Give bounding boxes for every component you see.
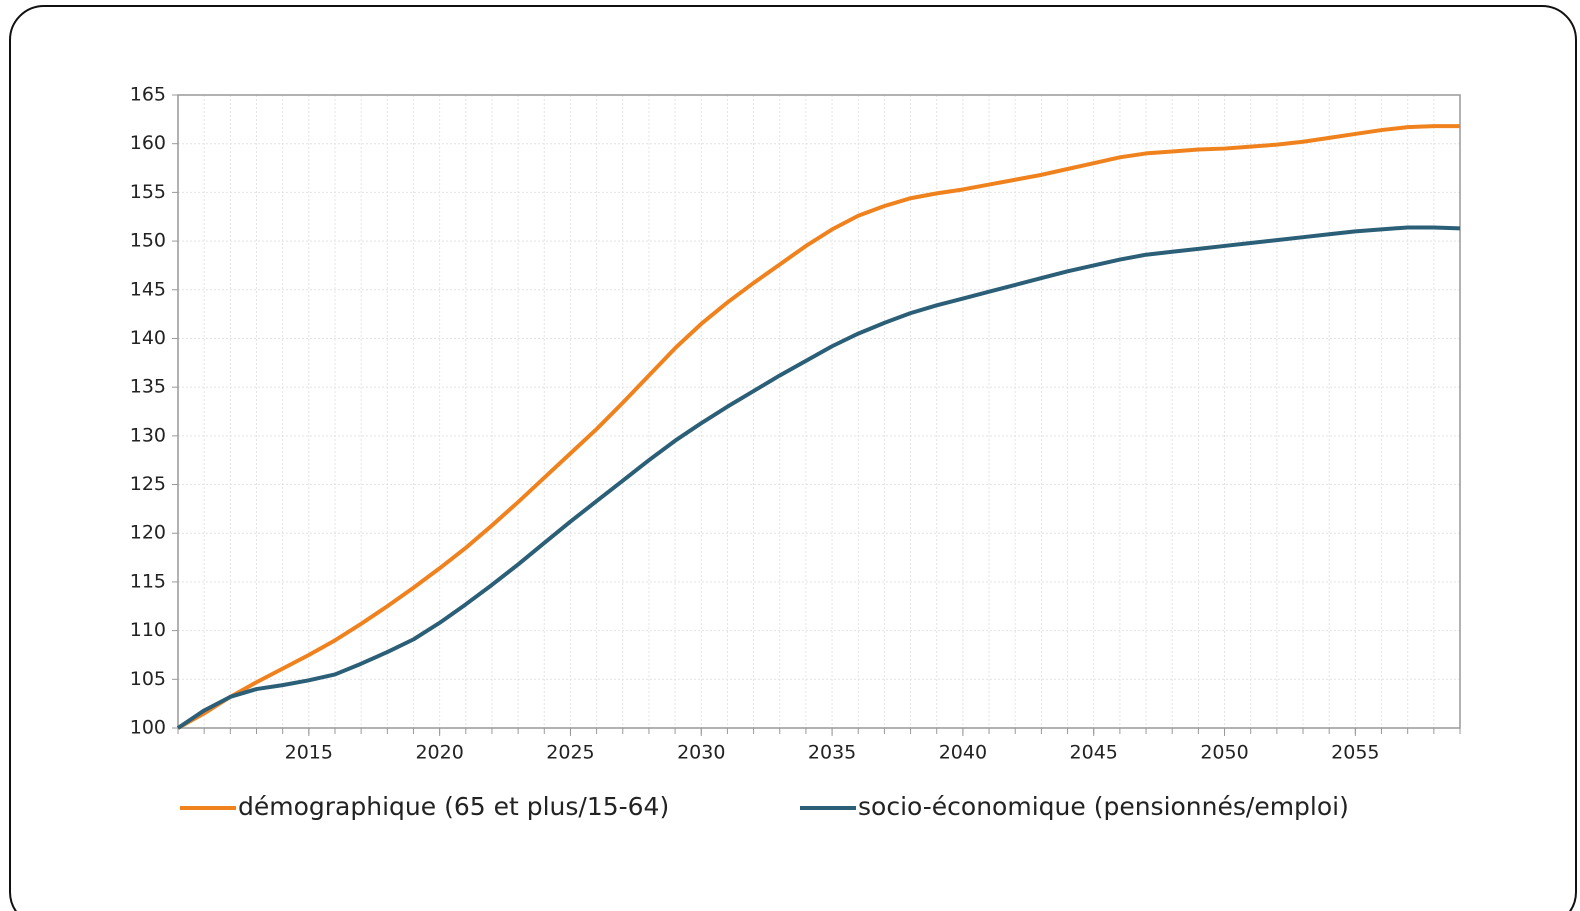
y-tick-label: 140 [130,327,166,349]
y-tick-label: 155 [130,181,166,203]
data-line [177,124,1460,730]
y-tick-label: 130 [130,424,166,446]
y-tick-label: 145 [130,278,166,300]
y-tick-label: 135 [130,376,166,398]
x-tick-label: 2040 [939,742,987,764]
y-tick-label: 150 [130,230,166,252]
x-tick-label: 2045 [1070,742,1118,764]
x-tick-label: 2055 [1331,742,1379,764]
data-line [176,225,1461,730]
plot-border [177,94,1461,729]
x-tick-label: 2030 [677,742,725,764]
y-tick-label: 120 [130,522,166,544]
y-tick-label: 165 [130,84,166,106]
legend-label: socio-économique (pensionnés/emploi) [858,792,1349,821]
y-tick-label: 105 [130,668,166,690]
frame [9,5,1577,911]
legend-label: démographique (65 et plus/15-64) [238,792,669,821]
y-tick-label: 160 [130,132,166,154]
y-tick-label: 125 [130,473,166,495]
x-tick-label: 2015 [285,742,333,764]
legend: démographique (65 et plus/15-64) socio-éc… [180,792,1349,821]
x-tick-label: 2020 [415,742,463,764]
x-tick-label: 2025 [546,742,594,764]
y-tick-label: 110 [130,619,166,641]
x-tick-label: 2050 [1200,742,1248,764]
y-tick-label: 115 [130,570,166,592]
y-tick-label: 100 [130,717,166,739]
x-tick-label: 2035 [808,742,856,764]
